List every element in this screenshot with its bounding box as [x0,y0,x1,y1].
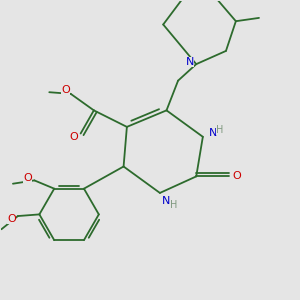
Text: O: O [7,214,16,224]
Text: O: O [232,171,241,182]
Text: N: N [208,128,217,139]
Text: O: O [61,85,70,95]
Text: H: H [170,200,178,211]
Text: O: O [69,132,78,142]
Text: N: N [185,58,194,68]
Text: H: H [216,124,224,134]
Text: O: O [23,173,32,183]
Text: N: N [162,196,171,206]
